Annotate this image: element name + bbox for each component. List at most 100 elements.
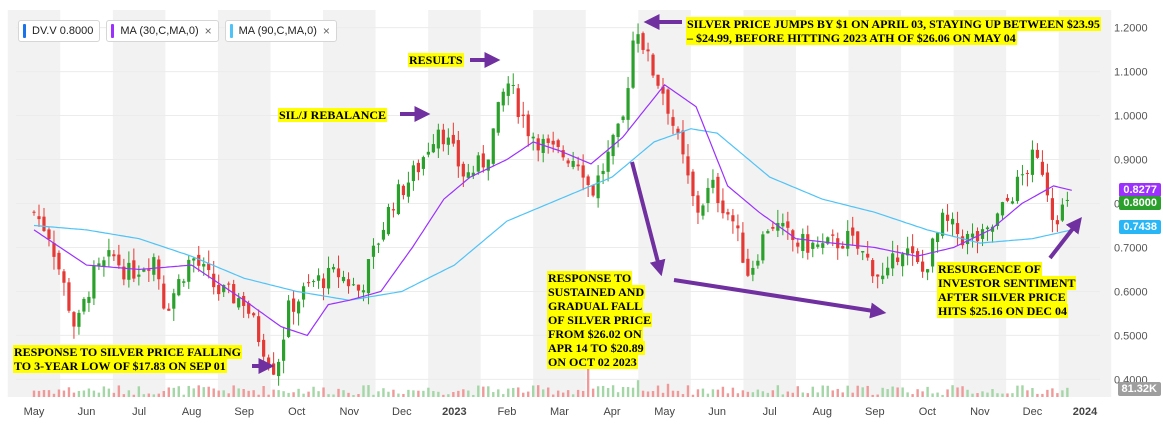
volume-bar <box>87 388 91 397</box>
candle-body <box>401 185 406 196</box>
volume-bar <box>282 391 285 397</box>
volume-bar <box>42 390 46 397</box>
candle-body <box>227 283 231 285</box>
volume-bar <box>342 390 345 397</box>
candle-body <box>262 339 266 357</box>
candle-body <box>306 282 311 284</box>
y-tick-label: 1.2000 <box>1114 23 1148 35</box>
volume-bar <box>482 386 485 397</box>
volume-bar <box>182 394 185 397</box>
candle-body <box>1010 201 1015 204</box>
candle-body <box>1060 204 1064 221</box>
candle-body <box>506 83 510 96</box>
volume-bar <box>821 385 824 397</box>
candle-body <box>701 205 705 216</box>
candle-body <box>561 150 565 158</box>
volume-bar <box>112 392 116 397</box>
candle-body <box>97 263 101 267</box>
candle-body <box>291 298 296 312</box>
volume-bar <box>527 391 530 397</box>
x-tick-label: Nov <box>340 406 360 418</box>
legend-item[interactable]: MA (90,C,MA,0) × <box>224 20 337 42</box>
legend-item[interactable]: DV.V 0.8000 <box>18 20 101 42</box>
volume-bar <box>492 392 495 397</box>
volume-bar <box>846 385 849 397</box>
volume-bar <box>1026 390 1029 397</box>
candle-body <box>32 211 36 213</box>
annotation-arrow <box>1048 216 1082 260</box>
candle-body <box>676 128 680 133</box>
candle-body <box>242 295 246 306</box>
candle-body <box>851 227 855 236</box>
volume-bar <box>367 385 370 397</box>
volume-bar <box>1046 389 1049 397</box>
legend-item[interactable]: MA (30,C,MA,0) × <box>106 20 219 42</box>
annotation-sustained: RESPONSE TO SUSTAINED AND GRADUAL FALL O… <box>547 271 653 369</box>
candle-body <box>1050 198 1054 220</box>
annotation-rebalance: SIL/J REBALANCE <box>278 108 388 122</box>
candle-body <box>696 195 700 213</box>
candle-body <box>861 251 865 253</box>
volume-bar <box>691 394 695 397</box>
volume-bar <box>472 394 475 397</box>
volume-bar <box>197 385 200 397</box>
volume-bar <box>806 393 809 397</box>
volume-bar <box>297 388 300 397</box>
annotation-results: RESULTS <box>408 53 464 67</box>
volume-bar <box>332 394 335 397</box>
volume-bar <box>462 389 465 397</box>
volume-bar <box>776 385 780 397</box>
volume-bar <box>771 390 775 397</box>
volume-bar <box>537 385 540 397</box>
ma30-price-tag: 0.8277 <box>1119 183 1161 198</box>
candle-body <box>995 213 1000 226</box>
candle-body <box>117 254 121 266</box>
volume-bar <box>796 386 799 397</box>
candle-body <box>351 284 356 286</box>
volume-bar <box>861 387 864 397</box>
candle-body <box>187 259 191 282</box>
volume-bar <box>322 387 325 397</box>
volume-bar <box>616 392 620 397</box>
volume-bar <box>147 393 151 397</box>
volume-bar <box>636 380 640 397</box>
close-icon[interactable]: × <box>204 24 212 38</box>
candle-body <box>950 218 955 225</box>
candle-body <box>896 257 900 262</box>
volume-bar <box>1021 385 1024 397</box>
candle-body <box>421 157 425 169</box>
x-tick-label: May <box>24 406 45 418</box>
annotation-arrow <box>630 161 666 277</box>
volume-bar <box>721 386 725 397</box>
volume-bar <box>556 390 560 397</box>
x-tick-label: Jun <box>78 406 96 418</box>
volume-bar <box>726 393 730 397</box>
volume-bar <box>886 389 889 397</box>
volume-bar <box>287 392 290 397</box>
candle-body <box>811 242 815 249</box>
candle-body <box>621 116 625 120</box>
legend-label: DV.V 0.8000 <box>32 25 94 37</box>
volume-bar <box>1036 393 1039 397</box>
candle-body <box>172 293 176 309</box>
volume-bar <box>841 392 844 397</box>
volume-bar <box>252 390 255 397</box>
candle-body <box>486 159 490 171</box>
volume-bar <box>871 394 874 397</box>
volume-bar <box>956 387 959 397</box>
volume-bar <box>811 386 814 397</box>
volume-bar <box>926 386 929 397</box>
volume-bar <box>1031 388 1034 397</box>
candle-body <box>1035 149 1040 158</box>
candle-body <box>446 137 450 145</box>
volume-bar <box>487 386 490 397</box>
volume-bar <box>372 394 375 397</box>
candle-body <box>911 246 915 254</box>
close-icon[interactable]: × <box>322 24 330 38</box>
volume-bar <box>1001 393 1004 397</box>
volume-bar <box>102 386 106 397</box>
volume-bar <box>162 390 165 397</box>
volume-bar <box>307 391 310 397</box>
volume-bar <box>791 392 795 397</box>
candle-body <box>801 233 805 252</box>
